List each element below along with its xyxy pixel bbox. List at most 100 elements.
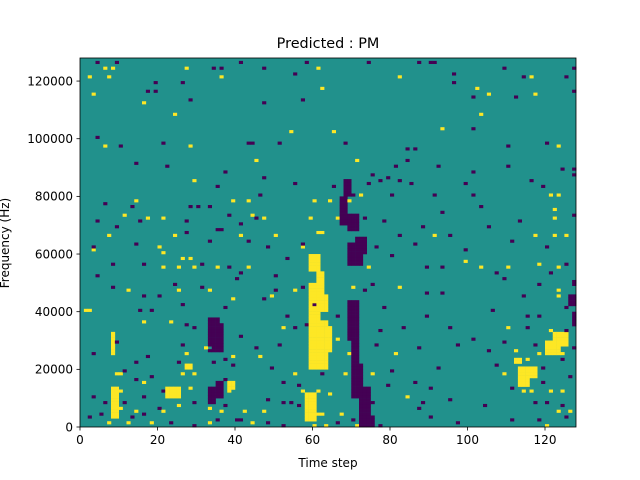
heatmap-cell: [525, 375, 530, 379]
heatmap-cell: [289, 401, 294, 405]
heatmap-cell: [347, 308, 352, 312]
heatmap-cell: [343, 210, 348, 214]
heatmap-cell: [316, 354, 321, 359]
heatmap-cell: [223, 403, 228, 408]
heatmap-cell: [362, 236, 368, 240]
heatmap-cell: [266, 421, 271, 425]
heatmap-cell: [134, 161, 139, 165]
heatmap-cell: [521, 366, 526, 370]
heatmap-cell: [204, 346, 209, 350]
heatmap-cell: [227, 213, 232, 217]
heatmap-cell: [355, 213, 360, 217]
heatmap-cell: [95, 60, 100, 65]
heatmap-cell: [359, 380, 364, 385]
heatmap-cell: [304, 323, 309, 327]
heatmap-cell: [471, 337, 476, 341]
heatmap-cell: [130, 415, 135, 419]
y-tick-label: 120000: [27, 74, 73, 88]
heatmap-cell: [111, 66, 116, 70]
heatmap-cell: [556, 193, 561, 197]
heatmap-cell: [308, 254, 313, 258]
heatmap-cell: [390, 193, 395, 197]
heatmap-cell: [211, 340, 216, 344]
heatmap-cell: [188, 256, 193, 261]
heatmap-cell: [262, 297, 267, 301]
heatmap-cell: [572, 213, 577, 217]
heatmap-cell: [215, 265, 220, 269]
heatmap-cell: [308, 415, 313, 419]
heatmap-cell: [126, 421, 131, 425]
heatmap-cell: [207, 421, 213, 425]
heatmap-cell: [351, 343, 356, 347]
heatmap-cell: [192, 401, 197, 405]
heatmap-cell: [308, 294, 313, 298]
heatmap-cell: [359, 256, 364, 261]
heatmap-cell: [355, 326, 360, 330]
heatmap-cell: [262, 176, 267, 180]
heatmap-cell: [521, 380, 526, 385]
heatmap-cell: [304, 395, 309, 399]
heatmap-cell: [556, 331, 561, 335]
heatmap-cell: [91, 352, 96, 356]
heatmap-cell: [355, 383, 360, 387]
heatmap-cell: [188, 98, 193, 102]
heatmap-cell: [366, 406, 371, 410]
heatmap-cell: [308, 401, 313, 405]
heatmap-cell: [355, 300, 360, 304]
heatmap-cell: [316, 230, 321, 235]
heatmap-cell: [165, 395, 170, 399]
heatmap-cell: [347, 190, 352, 194]
heatmap-cell: [378, 179, 383, 183]
heatmap-cell: [308, 366, 313, 370]
heatmap-cell: [316, 320, 321, 324]
heatmap-cell: [211, 343, 216, 347]
heatmap-cell: [308, 259, 313, 263]
heatmap-cell: [324, 328, 329, 333]
heatmap-cell: [343, 213, 348, 217]
heatmap-cell: [514, 357, 519, 361]
heatmap-cell: [413, 147, 418, 151]
heatmap-cell: [359, 193, 364, 197]
heatmap-cell: [572, 346, 577, 350]
heatmap-cell: [308, 337, 313, 341]
heatmap-cell: [339, 213, 344, 217]
heatmap-cell: [382, 219, 387, 223]
heatmap-cell: [386, 176, 391, 180]
heatmap-cell: [211, 323, 216, 327]
heatmap-cell: [328, 343, 333, 347]
heatmap-cell: [320, 271, 325, 275]
heatmap-cell: [173, 392, 178, 396]
heatmap-cell: [506, 164, 511, 168]
heatmap-cell: [308, 303, 313, 307]
heatmap-cell: [273, 274, 278, 278]
heatmap-cell: [300, 389, 306, 393]
heatmap-cell: [339, 216, 344, 220]
heatmap-cell: [525, 357, 530, 361]
heatmap-cell: [568, 297, 573, 301]
heatmap-cell: [362, 395, 368, 399]
heatmap-cell: [215, 380, 220, 385]
heatmap-cell: [331, 130, 337, 134]
heatmap-cell: [308, 346, 313, 350]
heatmap-cell: [355, 366, 360, 370]
heatmap-cell: [219, 323, 224, 327]
heatmap-cell: [114, 415, 120, 419]
x-tick-label: 120: [534, 433, 557, 447]
heatmap-cell: [355, 254, 360, 258]
heatmap-cell: [506, 326, 511, 330]
heatmap-cell: [355, 386, 360, 390]
heatmap-cell: [351, 363, 356, 367]
heatmap-cell: [424, 265, 430, 269]
heatmap-cell: [316, 285, 321, 289]
heatmap-cell: [142, 262, 147, 266]
heatmap-cell: [548, 349, 554, 353]
heatmap-cell: [231, 363, 236, 367]
heatmap-cell: [161, 216, 166, 220]
heatmap-cell: [114, 392, 120, 396]
heatmap-cell: [483, 403, 488, 408]
heatmap-cell: [258, 354, 263, 359]
heatmap-cell: [246, 239, 251, 243]
heatmap-cell: [219, 392, 224, 396]
heatmap-cell: [114, 403, 120, 408]
heatmap-cell: [111, 285, 116, 289]
